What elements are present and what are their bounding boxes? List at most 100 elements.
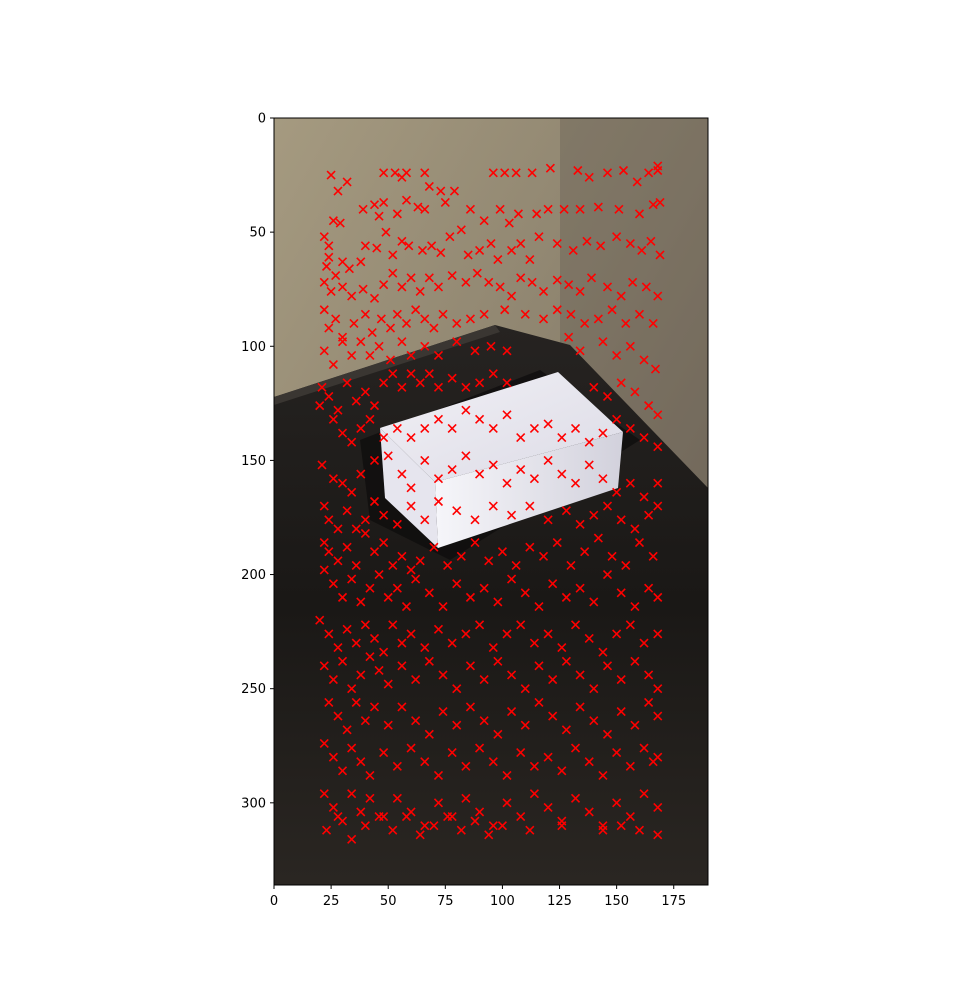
- y-tick-label: 100: [241, 340, 266, 355]
- scatter-point: [607, 551, 617, 561]
- scatter-point: [602, 501, 613, 511]
- scatter-point: [411, 674, 421, 685]
- scatter-point: [374, 811, 384, 822]
- scatter-point: [525, 501, 535, 511]
- scatter-point: [644, 168, 654, 178]
- scatter-point: [612, 798, 622, 808]
- scatter-point: [452, 506, 462, 516]
- scatter-point: [625, 620, 635, 630]
- scatter-point: [644, 583, 654, 593]
- scatter-point: [333, 643, 343, 653]
- scatter-point: [500, 305, 510, 315]
- scatter-point: [621, 560, 631, 570]
- scatter-point: [360, 716, 370, 726]
- scatter-point: [392, 761, 402, 771]
- scatter-point: [397, 661, 407, 671]
- scatter-point: [586, 273, 597, 283]
- scatter-point: [486, 341, 496, 351]
- scatter-point: [411, 305, 421, 315]
- scatter-point: [379, 280, 389, 290]
- x-tick-label: 0: [270, 894, 278, 909]
- scatter-point: [557, 643, 567, 653]
- scatter-point: [433, 414, 444, 424]
- scatter-markers: [315, 161, 665, 844]
- x-tick-label: 100: [490, 894, 515, 909]
- scatter-point: [506, 510, 517, 520]
- scatter-point: [369, 455, 380, 465]
- scatter-point: [356, 257, 366, 267]
- scatter-point: [475, 414, 485, 424]
- scatter-point: [543, 515, 553, 525]
- scatter-point: [337, 766, 348, 776]
- x-axis: 0 25 50 75 100 125 150 175: [270, 885, 686, 909]
- scatter-point: [525, 542, 535, 552]
- y-tick-label: 250: [241, 682, 266, 697]
- scatter-point: [488, 643, 498, 653]
- scatter-point: [420, 314, 430, 324]
- scatter-point: [342, 542, 352, 552]
- scatter-point: [543, 629, 553, 639]
- scatter-point: [420, 204, 430, 214]
- scatter-point: [616, 674, 626, 685]
- scatter-point: [379, 378, 389, 388]
- scatter-point: [607, 305, 617, 315]
- scatter-point: [612, 414, 622, 424]
- scatter-point: [406, 369, 416, 379]
- scatter-point: [461, 761, 471, 771]
- scatter-point: [616, 706, 626, 717]
- scatter-point: [397, 337, 407, 347]
- scatter-point: [347, 743, 357, 753]
- scatter-point: [593, 202, 603, 212]
- scatter-point: [328, 359, 338, 370]
- scatter-point: [584, 757, 594, 767]
- scatter-point: [612, 487, 622, 497]
- scatter-point: [324, 241, 334, 251]
- scatter-point: [392, 423, 402, 434]
- scatter-point: [461, 793, 471, 803]
- scatter-point: [390, 168, 400, 178]
- scatter-point: [331, 314, 341, 324]
- scatter-point: [360, 515, 370, 525]
- scatter-point: [465, 592, 476, 602]
- scatter-point: [461, 629, 471, 639]
- scatter-point: [397, 638, 407, 648]
- scatter-point: [570, 620, 581, 630]
- scatter-point: [493, 254, 503, 265]
- scatter-point: [424, 273, 434, 283]
- scatter-point: [520, 588, 530, 598]
- scatter-point: [534, 661, 544, 671]
- plot-frame: [273, 117, 709, 886]
- scatter-point: [319, 232, 329, 242]
- scatter-point: [516, 464, 526, 475]
- scatter-point: [634, 209, 645, 219]
- scatter-point: [351, 560, 361, 570]
- scatter-point: [326, 286, 336, 297]
- scatter-point: [337, 282, 348, 292]
- scatter-point: [397, 236, 407, 246]
- scatter-point: [401, 195, 412, 205]
- scatter-point: [321, 825, 332, 835]
- scatter-point: [356, 670, 366, 680]
- scatter-point: [347, 684, 357, 694]
- scatter-point: [502, 410, 512, 420]
- scatter-point: [365, 793, 375, 803]
- scatter-point: [516, 273, 526, 283]
- scatter-point: [420, 821, 430, 831]
- scatter-point: [324, 547, 334, 557]
- x-tick-label: 175: [661, 894, 686, 909]
- scatter-point: [470, 515, 480, 525]
- scatter-point: [379, 197, 389, 208]
- scatter-point: [616, 378, 626, 388]
- scatter-point: [333, 811, 343, 822]
- scatter-point: [342, 506, 352, 516]
- scatter-point: [630, 524, 640, 534]
- scatter-point: [506, 706, 517, 717]
- scatter-point: [452, 318, 462, 329]
- scatter-point: [646, 236, 656, 246]
- scatter-point: [465, 204, 476, 214]
- scatter-point: [548, 579, 558, 589]
- scatter-point: [575, 519, 585, 529]
- scatter-point: [580, 318, 590, 329]
- scatter-point: [598, 474, 608, 484]
